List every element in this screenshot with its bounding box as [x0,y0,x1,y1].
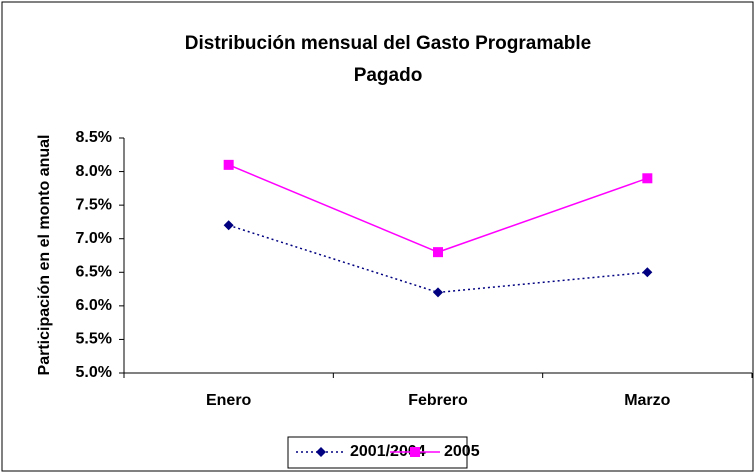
data-point [642,173,653,184]
legend-label: 2001/2004 [350,443,426,460]
y-tick-label: 6.0% [76,297,112,314]
y-axis-label: Participación en el monto anual [36,135,53,376]
legend-label: 2005 [444,443,480,460]
y-tick-label: 5.5% [76,331,112,348]
data-point [223,220,234,231]
y-tick-label: 6.5% [76,264,112,281]
data-point [433,247,443,258]
legend-marker [316,447,326,457]
y-tick-label: 7.0% [76,230,112,247]
x-tick-label: Febrero [408,392,468,409]
x-tick-label: Marzo [624,392,670,409]
y-tick-label: 8.5% [76,129,112,146]
y-tick-label: 5.0% [76,364,112,381]
data-point [433,287,443,298]
y-tick-label: 8.0% [76,163,112,180]
chart-title: Distribución mensual del Gasto Programab… [184,33,592,86]
legend-marker [410,447,420,457]
y-tick-label: 7.5% [76,196,112,213]
x-tick-label: Enero [206,392,252,409]
data-point [642,267,653,278]
data-point [223,159,234,170]
series-line [228,224,648,294]
